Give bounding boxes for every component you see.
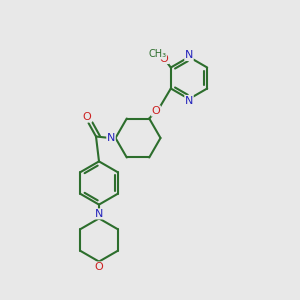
Text: N: N	[95, 209, 103, 219]
Text: CH₃: CH₃	[148, 49, 166, 59]
Text: O: O	[82, 112, 91, 122]
Text: O: O	[160, 53, 169, 64]
Text: O: O	[94, 262, 103, 272]
Text: N: N	[185, 95, 193, 106]
Text: O: O	[152, 106, 160, 116]
Text: N: N	[107, 133, 115, 143]
Text: N: N	[185, 50, 193, 61]
